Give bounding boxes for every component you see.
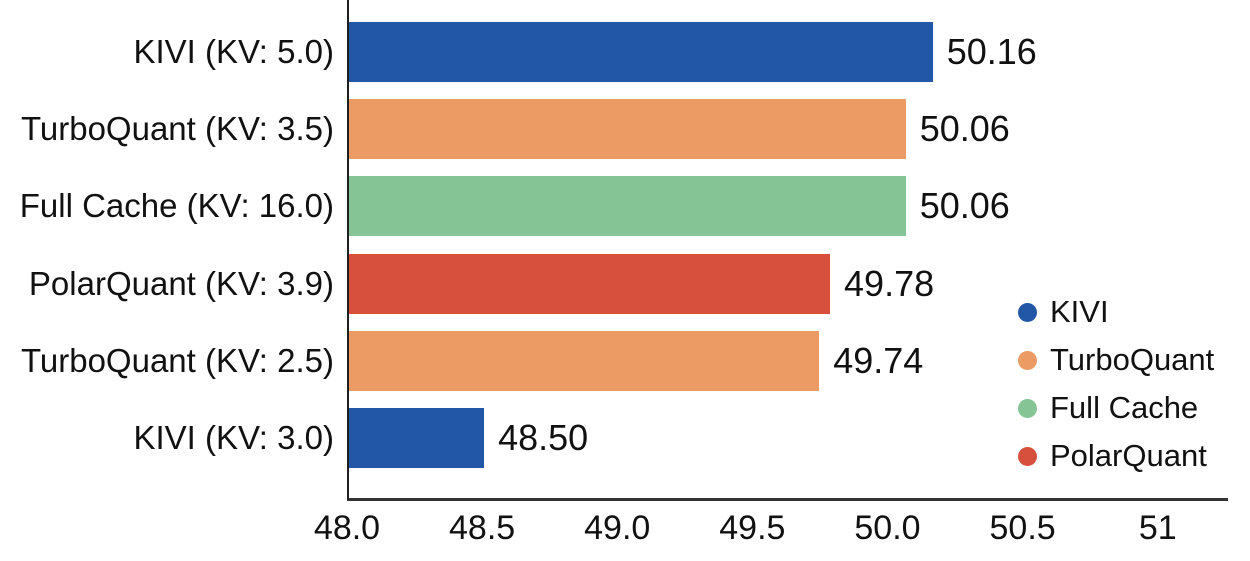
legend-item-label: PolarQuant bbox=[1050, 438, 1207, 473]
legend-item-label: TurboQuant bbox=[1050, 342, 1215, 377]
legend: KIVI TurboQuant Full Cache PolarQuant bbox=[1018, 288, 1214, 480]
x-tick-label: 51 bbox=[1138, 509, 1177, 547]
legend-dot-icon bbox=[1018, 350, 1037, 370]
x-tick-label: 49.0 bbox=[584, 509, 651, 547]
category-label: KIVI (KV: 3.0) bbox=[133, 419, 334, 456]
legend-item-label: KIVI bbox=[1050, 294, 1109, 329]
x-tick-label: 50.5 bbox=[989, 509, 1056, 547]
plot-area: 50.16 50.06 50.06 49.78 49.74 48.50 bbox=[347, 0, 1228, 501]
bar-value-label: 50.06 bbox=[919, 185, 1010, 227]
bar-value-label: 48.50 bbox=[498, 417, 589, 458]
category-label: PolarQuant (KV: 3.9) bbox=[28, 264, 334, 302]
category-label: TurboQuant (KV: 2.5) bbox=[20, 341, 334, 379]
bar-polarquant-kv-3.9- bbox=[349, 253, 831, 314]
bar-value-label: 50.16 bbox=[946, 31, 1037, 72]
legend-dot-icon bbox=[1018, 302, 1037, 322]
bar-value-label: 50.06 bbox=[919, 108, 1010, 150]
legend-item-polarquant: PolarQuant bbox=[1018, 432, 1214, 480]
category-label: Full Cache (KV: 16.0) bbox=[19, 187, 334, 225]
bar-turboquant-kv-3.5- bbox=[349, 99, 906, 160]
legend-dot-icon bbox=[1018, 446, 1037, 466]
bar-turboquant-kv-2.5- bbox=[349, 330, 820, 391]
bar-full-cache-kv-16.0- bbox=[349, 176, 906, 237]
legend-item-turboquant: TurboQuant bbox=[1018, 336, 1214, 384]
legend-item-full-cache: Full Cache bbox=[1018, 384, 1214, 432]
bar-kivi-kv-5.0- bbox=[349, 22, 933, 82]
x-tick-label: 50.0 bbox=[854, 509, 921, 547]
legend-dot-icon bbox=[1018, 398, 1037, 418]
legend-item-kivi: KIVI bbox=[1018, 288, 1214, 336]
category-label: TurboQuant (KV: 3.5) bbox=[20, 110, 334, 148]
category-label: KIVI (KV: 5.0) bbox=[133, 33, 334, 70]
x-tick-label: 48.5 bbox=[449, 509, 516, 547]
x-tick-label: 49.5 bbox=[719, 509, 786, 547]
bar-value-label: 49.78 bbox=[844, 262, 935, 304]
bar-kivi-kv-3.0- bbox=[349, 408, 485, 468]
x-tick-label: 48.0 bbox=[313, 509, 381, 547]
bar-value-label: 49.74 bbox=[833, 339, 924, 381]
legend-item-label: Full Cache bbox=[1050, 390, 1199, 425]
